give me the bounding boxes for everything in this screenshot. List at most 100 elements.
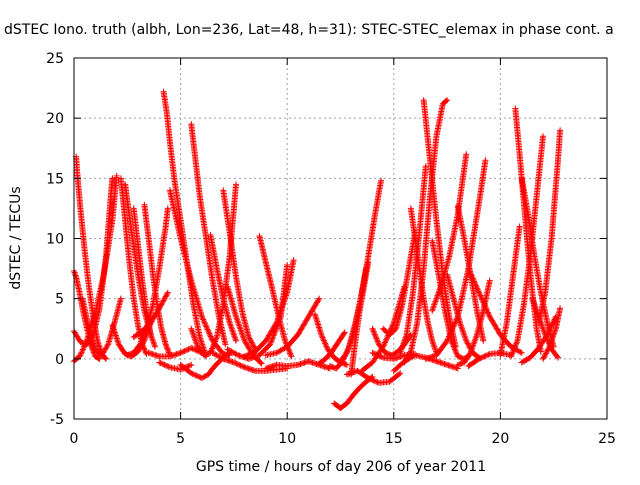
data-point-marker	[517, 223, 523, 229]
data-point-marker	[540, 326, 546, 332]
data-point-marker	[460, 329, 466, 335]
data-point-marker	[540, 133, 546, 139]
data-point-marker	[430, 341, 436, 347]
data-point-marker	[229, 326, 235, 332]
data-point-marker	[235, 320, 241, 326]
data-point-marker	[232, 336, 238, 342]
data-point-marker	[432, 300, 438, 306]
data-point-marker	[229, 327, 235, 333]
data-point-marker	[150, 338, 156, 344]
data-point-marker	[227, 320, 233, 326]
data-point-marker	[539, 323, 545, 329]
data-point-marker	[471, 339, 477, 345]
data-point-marker	[487, 278, 493, 284]
data-segment	[256, 233, 294, 359]
data-point-marker	[432, 345, 438, 351]
data-point-marker	[228, 324, 234, 330]
data-point-marker	[463, 151, 469, 157]
data-point-marker	[237, 326, 243, 332]
data-point-marker	[190, 330, 196, 336]
data-point-marker	[238, 327, 244, 333]
data-point-marker	[291, 257, 297, 263]
data-point-marker	[151, 341, 157, 347]
data-point-marker	[236, 323, 242, 329]
data-point-marker	[165, 205, 171, 211]
data-point-marker	[459, 326, 465, 332]
data-point-marker	[239, 330, 245, 336]
data-point-marker	[433, 296, 439, 302]
data-point-marker	[233, 338, 239, 344]
data-point-marker	[473, 333, 479, 339]
data-point-marker	[190, 332, 196, 338]
data-point-marker	[458, 324, 464, 330]
data-point-marker	[150, 339, 156, 345]
data-point-marker	[72, 271, 78, 277]
data-point-marker	[433, 297, 439, 303]
data-point-marker	[482, 157, 488, 163]
data-point-marker	[284, 262, 290, 268]
data-point-marker	[461, 330, 467, 336]
data-point-marker	[429, 308, 435, 314]
data-point-marker	[378, 178, 384, 184]
data-point-marker	[429, 338, 435, 344]
data-point-marker	[165, 348, 171, 354]
data-point-marker	[462, 333, 468, 339]
data-point-marker	[189, 327, 195, 333]
data-point-marker	[457, 321, 463, 327]
data-point-marker	[189, 329, 195, 335]
data-point-marker	[431, 342, 437, 348]
data-point-marker	[148, 332, 154, 338]
data-segment	[348, 260, 371, 378]
data-point-marker	[230, 330, 236, 336]
data-point-marker	[237, 324, 243, 330]
data-point-marker	[461, 332, 467, 338]
data-point-marker	[164, 345, 170, 351]
data-point-marker	[430, 305, 436, 311]
data-point-marker	[232, 335, 238, 341]
data-point-marker	[473, 335, 479, 341]
data-point-marker	[233, 314, 239, 320]
data-point-marker	[72, 269, 78, 275]
data-point-marker	[227, 321, 233, 327]
data-point-marker	[472, 338, 478, 344]
data-point-marker	[188, 326, 194, 332]
data-point-marker	[73, 273, 79, 279]
data-point-marker	[149, 335, 155, 341]
data-point-marker	[234, 315, 240, 321]
data-point-marker	[231, 332, 237, 338]
data-point-marker	[236, 321, 242, 327]
data-point-marker	[191, 333, 197, 339]
data-point-marker	[431, 302, 437, 308]
data-point-marker	[228, 323, 234, 329]
data-point-marker	[430, 339, 436, 345]
data-point-marker	[238, 329, 244, 335]
chart-title: dSTEC Iono. truth (albh, Lon=236, Lat=48…	[4, 22, 614, 38]
data-point-marker	[235, 318, 241, 324]
data-point-marker	[230, 329, 236, 335]
data-point-marker	[231, 333, 237, 339]
data-point-marker	[431, 344, 437, 350]
data-point-marker	[480, 338, 486, 344]
data-point-marker	[239, 332, 245, 338]
data-point-marker	[458, 323, 464, 329]
data-point-marker	[152, 344, 158, 350]
data-point-marker	[233, 181, 239, 187]
data-point-marker	[148, 333, 154, 339]
data-point-marker	[149, 336, 155, 342]
data-point-marker	[431, 303, 437, 309]
data-point-marker	[460, 327, 466, 333]
data-point-marker	[430, 306, 436, 312]
data-point-marker	[234, 317, 240, 323]
data-point-marker	[472, 336, 478, 342]
data-point-marker	[434, 294, 440, 300]
data-point-marker	[164, 344, 170, 350]
data-point-marker	[151, 342, 157, 348]
data-point-marker	[163, 343, 169, 349]
data-point-marker	[163, 341, 169, 347]
data-point-marker	[432, 299, 438, 305]
data-point-marker	[165, 347, 171, 353]
data-point-marker	[118, 296, 124, 302]
data-point-marker	[540, 324, 546, 330]
